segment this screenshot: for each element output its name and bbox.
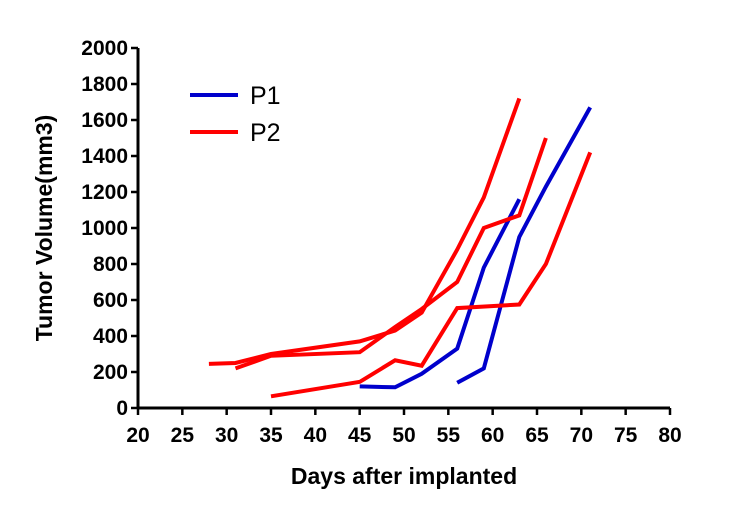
x-tick-label: 40 [304,424,327,447]
y-tick-label: 1200 [81,181,128,204]
legend-label-p1: P1 [250,82,281,110]
series-line-p2-5 [270,151,593,399]
x-tick-label: 60 [481,424,504,447]
x-tick-label: 20 [126,424,149,447]
series-line-p2-3 [208,97,522,366]
x-tick-label: 70 [570,424,593,447]
y-tick-label: 200 [93,361,128,384]
x-tick-label: 50 [392,424,415,447]
series-line-p2-4 [234,137,548,371]
x-tick-label: 25 [171,424,195,447]
y-tick-label: 0 [116,397,128,420]
x-tick-label: 45 [348,424,372,447]
x-tick-label: 35 [259,424,283,447]
y-tick-label: 1400 [81,145,128,168]
x-tick-label: 75 [614,424,638,447]
x-tick-label: 30 [215,424,238,447]
y-axis-title: Tumor Volume(mm3) [31,115,57,342]
x-tick-label: 80 [658,424,681,447]
y-tick-label: 400 [93,325,128,348]
y-tick-label: 1800 [81,73,128,96]
y-tick-label: 1000 [81,217,128,240]
y-tick-label: 800 [93,253,128,276]
x-tick-label: 65 [525,424,549,447]
y-tick-label: 2000 [81,37,128,60]
series-line-p1-2 [456,106,592,385]
y-tick-label: 600 [93,289,128,312]
y-tick-label: 1600 [81,109,128,132]
legend-label-p2: P2 [250,119,281,147]
x-tick-label: 55 [437,424,461,447]
x-axis-title: Days after implanted [291,463,517,489]
series-line-p1-1 [359,198,522,390]
